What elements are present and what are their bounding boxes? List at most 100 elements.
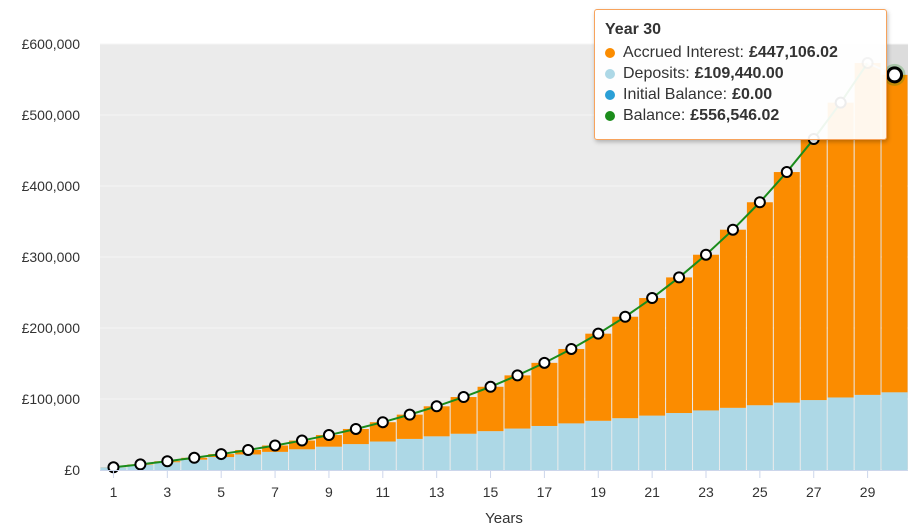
interest-bar: [369, 422, 396, 442]
tooltip-row-accrued-interest: Accrued Interest: £447,106.02: [605, 42, 876, 63]
y-tick-label: £0: [64, 462, 80, 478]
interest-bar: [827, 102, 854, 398]
interest-bar: [773, 172, 800, 403]
x-tick-label: 23: [698, 484, 714, 500]
deposit-bar: [827, 397, 854, 470]
interest-bar: [342, 428, 369, 445]
deposit-bar: [666, 413, 693, 470]
tooltip-row-value: £447,106.02: [748, 43, 838, 61]
balance-dot-icon: [605, 110, 615, 121]
balance-point: [592, 327, 605, 340]
x-tick-label: 15: [483, 484, 499, 500]
y-tick-label: £400,000: [22, 178, 81, 194]
balance-point: [403, 408, 416, 421]
balance-point: [780, 166, 793, 179]
y-tick-label: £600,000: [22, 36, 81, 52]
deposit-bar: [612, 418, 639, 470]
deposit-bar: [773, 402, 800, 470]
x-tick-label: 11: [376, 484, 391, 500]
y-tick-label: £200,000: [22, 320, 81, 336]
tooltip: Year 30 Accrued Interest: £447,106.02 De…: [594, 9, 887, 140]
interest-bar: [746, 202, 773, 406]
balance-point: [511, 369, 524, 382]
deposit-bar: [396, 438, 423, 470]
balance-point: [296, 434, 308, 447]
balance-point: [215, 448, 228, 461]
y-tick-label: £100,000: [22, 391, 81, 407]
deposit-bar: [208, 457, 235, 470]
balance-point: [726, 223, 739, 236]
interest-bar: [693, 254, 719, 411]
balance-series: [107, 57, 906, 474]
deposit-bar: [800, 400, 827, 470]
deposit-bar: [854, 394, 881, 470]
tooltip-row-initial-balance: Initial Balance: £0.00: [605, 84, 876, 105]
balance-point: [349, 422, 362, 435]
deposit-bar: [450, 433, 477, 470]
y-axis: £0 £100,000 £200,000 £300,000 £400,000 £500,0…: [22, 36, 81, 478]
interest-bar: [719, 229, 746, 408]
deposit-bar: [504, 428, 531, 470]
balance-point: [376, 416, 389, 429]
x-tick-label: 25: [752, 484, 768, 500]
interest-bar: [585, 333, 612, 421]
deposit-bar: [558, 423, 585, 470]
deposit-bar: [289, 449, 315, 470]
interest-bar: [531, 362, 558, 426]
balance-point: [646, 292, 659, 305]
interest-bar: [477, 386, 504, 432]
y-tick-label: £500,000: [22, 107, 81, 123]
deposit-bar: [639, 415, 666, 470]
interest-bar: [666, 277, 693, 414]
balance-point: [565, 342, 578, 355]
deposit-bar: [585, 420, 612, 470]
y-tick-label: £300,000: [22, 249, 81, 265]
x-tick-label: 9: [325, 484, 333, 500]
balance-point: [269, 439, 282, 452]
interest-bar: [558, 348, 585, 424]
x-tick-label: 13: [429, 484, 445, 500]
balance-point: [188, 451, 201, 464]
x-tick-label: 21: [644, 484, 660, 500]
balance-point: [753, 196, 766, 209]
tooltip-title: Year 30: [605, 21, 662, 38]
tooltip-row-label: Balance: [623, 106, 681, 124]
initial-balance-dot-icon: [605, 89, 615, 100]
tooltip-row-value: £0.00: [732, 85, 773, 103]
deposit-bar: [262, 451, 289, 470]
accrued-interest-dot-icon: [605, 47, 615, 58]
balance-point: [700, 248, 712, 261]
deposit-bar: [719, 407, 746, 470]
deposit-bar: [235, 454, 262, 470]
tooltip-row-balance: Balance: £556,546.02: [605, 105, 876, 126]
deposit-bar: [531, 425, 558, 470]
interest-bar: [450, 397, 477, 434]
x-tick-label: 5: [217, 484, 225, 500]
interest-bar: [800, 139, 827, 401]
tooltip-row-label: Accrued Interest: [623, 43, 740, 61]
tooltip-row-deposits: Deposits: £109,440.00: [605, 63, 876, 84]
x-axis-title: Years: [485, 510, 523, 527]
balance-point: [322, 429, 335, 442]
interest-bar: [639, 298, 666, 416]
balance-point-highlighted: [886, 66, 904, 84]
deposit-bar: [477, 431, 504, 470]
x-tick-label: 7: [271, 484, 279, 500]
balance-point: [619, 310, 632, 323]
balance-point: [538, 356, 551, 369]
deposit-bar: [693, 410, 719, 470]
tooltip-row-label: Initial Balance: [623, 85, 723, 103]
tooltip-row-value: £109,440.00: [694, 64, 784, 82]
x-tick-label: 1: [110, 484, 118, 500]
x-tick-label: 3: [163, 484, 171, 500]
deposit-bar: [881, 392, 908, 470]
balance-point: [242, 443, 255, 456]
balance-point: [430, 400, 443, 413]
deposit-bar: [369, 441, 396, 470]
balance-point: [134, 458, 147, 471]
interest-bar: [504, 375, 531, 429]
balance-point: [457, 391, 470, 404]
deposit-bar: [315, 446, 342, 470]
x-tick-label: 19: [590, 484, 606, 500]
balance-point: [673, 271, 686, 284]
